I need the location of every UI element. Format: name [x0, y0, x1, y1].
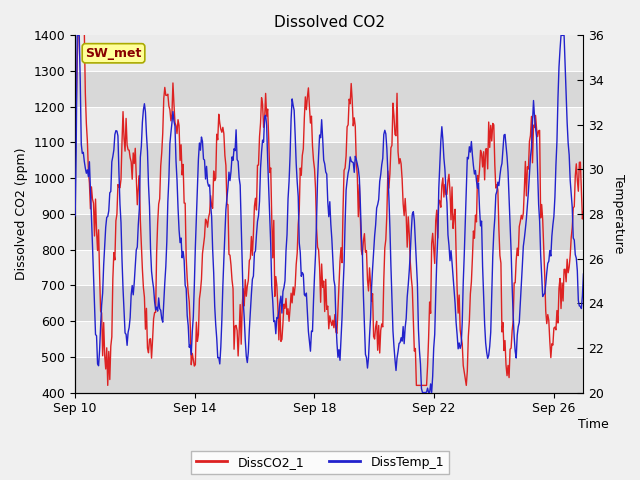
Bar: [75, 250, 584, 286]
Y-axis label: Temperature: Temperature: [612, 174, 625, 253]
Bar: [75, 321, 584, 357]
Bar: [75, 178, 584, 214]
Bar: [75, 357, 584, 393]
Text: SW_met: SW_met: [85, 47, 141, 60]
Y-axis label: Dissolved CO2 (ppm): Dissolved CO2 (ppm): [15, 148, 28, 280]
Legend: DissCO2_1, DissTemp_1: DissCO2_1, DissTemp_1: [191, 451, 449, 474]
Bar: [75, 214, 584, 250]
Bar: [75, 107, 584, 143]
Bar: [75, 36, 584, 71]
Bar: [75, 71, 584, 107]
X-axis label: Time: Time: [578, 418, 609, 431]
Bar: [75, 286, 584, 321]
Title: Dissolved CO2: Dissolved CO2: [274, 15, 385, 30]
Bar: [75, 143, 584, 178]
